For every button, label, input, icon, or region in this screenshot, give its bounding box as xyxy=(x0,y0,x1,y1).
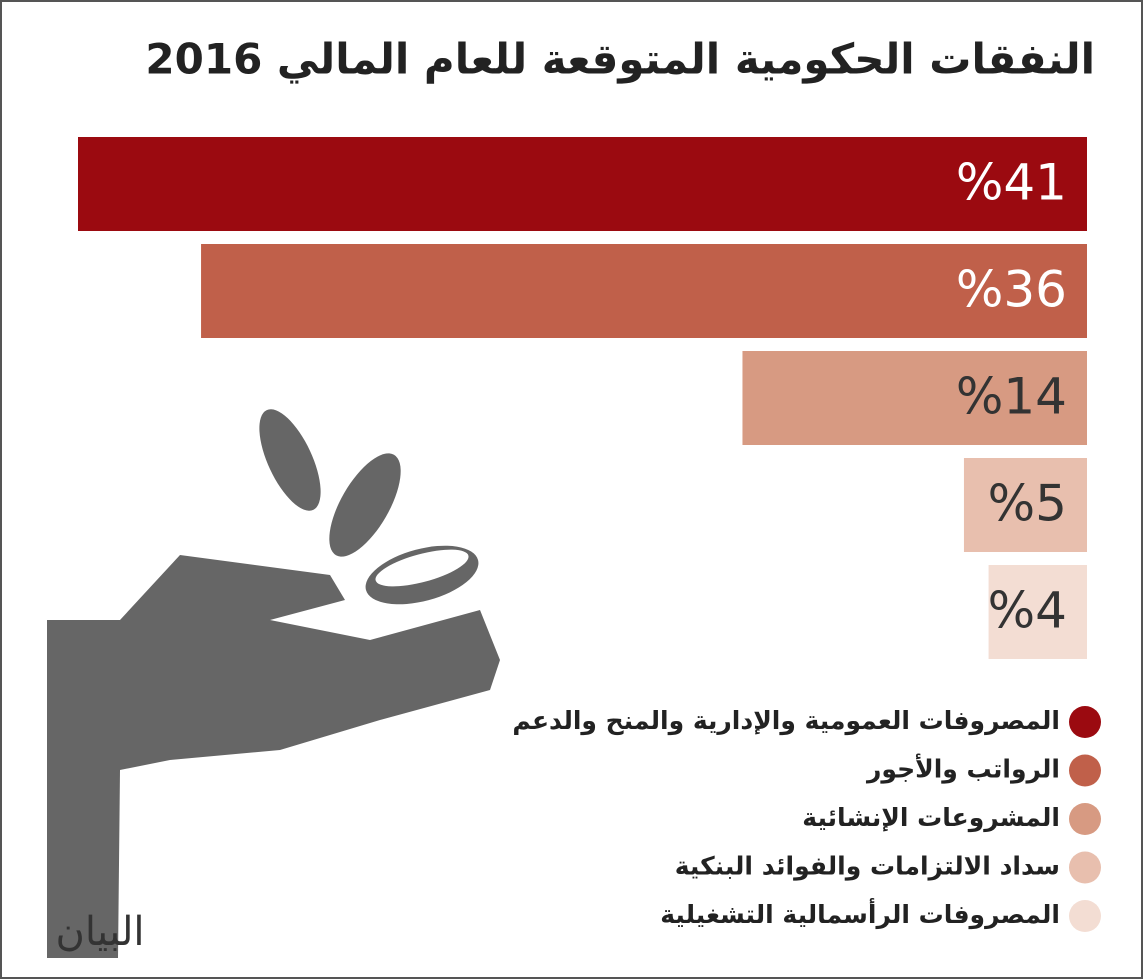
bar xyxy=(78,137,1087,231)
bar xyxy=(742,351,1087,445)
legend-swatch xyxy=(1069,900,1101,932)
legend-swatch xyxy=(1069,803,1101,835)
bar xyxy=(201,244,1088,338)
coin xyxy=(329,453,401,557)
legend-swatch xyxy=(1069,706,1101,738)
hand xyxy=(47,555,500,958)
legend-label: الرواتب والأجور xyxy=(865,754,1060,785)
legend-label: المصروفات الرأسمالية التشغيلية xyxy=(660,898,1060,930)
legend-label: سداد الالتزامات والفوائد البنكية xyxy=(675,852,1060,882)
value-label: %41 xyxy=(956,154,1067,212)
value-label: %4 xyxy=(988,582,1067,640)
chart-title: النفقات الحكومية المتوقعة للعام المالي 2… xyxy=(145,35,1095,85)
legend-label: المصروفات العمومية والإدارية والمنح والد… xyxy=(512,706,1060,736)
legend-swatch xyxy=(1069,851,1101,884)
logo: البيان xyxy=(55,909,144,955)
coin-face xyxy=(375,549,469,587)
value-label: %36 xyxy=(956,261,1067,319)
legend-swatch xyxy=(1069,754,1101,787)
hand-icon xyxy=(47,409,500,958)
bar xyxy=(988,565,1087,659)
bar xyxy=(963,458,1087,552)
legend-label: المشروعات الإنشائية xyxy=(802,803,1060,833)
value-label: %14 xyxy=(956,368,1067,426)
coin xyxy=(259,409,321,511)
value-label: %5 xyxy=(988,475,1067,533)
